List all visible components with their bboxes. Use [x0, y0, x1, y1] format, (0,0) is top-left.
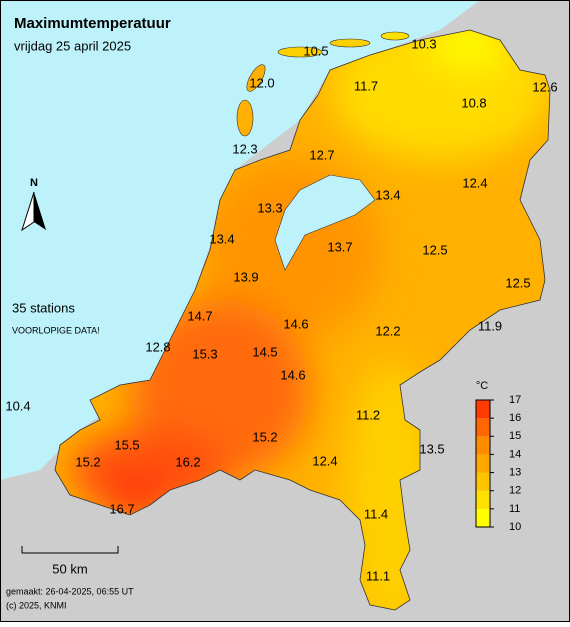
station-value: 11.1 [366, 568, 390, 583]
station-value: 15.2 [75, 454, 100, 469]
station-value: 11.7 [354, 78, 378, 93]
legend-swatch [476, 472, 490, 491]
station-value: 14.5 [252, 344, 277, 359]
legend-swatch [476, 400, 490, 419]
legend-tick-label: 10 [509, 521, 521, 533]
legend-tick-label: 11 [509, 503, 520, 515]
station-value: 12.6 [532, 79, 557, 94]
station-value: 12.0 [249, 75, 274, 90]
station-value: 13.4 [375, 187, 400, 202]
station-value: 15.2 [252, 429, 277, 444]
station-value: 14.7 [187, 308, 212, 323]
station-value: 12.3 [232, 141, 257, 156]
legend-tick-label: 13 [509, 466, 521, 478]
legend-swatch [476, 508, 490, 527]
legend-tick-label: 15 [509, 430, 521, 442]
made: gemaakt: 26-04-2025, 06:55 UT [6, 586, 134, 596]
station-value: 12.2 [375, 323, 400, 338]
legend-tick-label: 12 [509, 485, 521, 497]
scale-bar [21, 546, 119, 554]
station-value: 10.8 [461, 95, 486, 110]
station-value: 11.9 [478, 318, 502, 333]
station-value: 13.9 [233, 269, 258, 284]
legend-tick-label: 16 [509, 412, 521, 424]
legend-unit: °C [476, 380, 488, 392]
station-value: 11.4 [364, 506, 388, 521]
ijsselmeer [274, 174, 376, 271]
subtitle: vrijdag 25 april 2025 [14, 38, 131, 53]
copyright: (c) 2025, KNMI [6, 600, 67, 610]
station-value: 13.4 [209, 231, 234, 246]
station-value: 16.7 [109, 501, 134, 516]
station-value: 13.7 [327, 239, 352, 254]
station-value: 10.4 [5, 398, 30, 413]
station-count: 35 stations [12, 300, 75, 315]
scale-label: 50 km [52, 561, 87, 576]
station-value: 12.8 [145, 339, 170, 354]
station-value: 12.4 [312, 453, 337, 468]
station-value: 14.6 [280, 367, 305, 382]
station-value: 12.4 [462, 175, 487, 190]
station-value: 10.3 [411, 36, 436, 51]
title: Maximumtemperatuur [14, 15, 171, 32]
station-value: 12.5 [422, 242, 447, 257]
legend-swatch [476, 490, 490, 509]
legend-frame [475, 399, 491, 528]
station-value: 15.3 [192, 346, 217, 361]
station-value: 16.2 [175, 454, 200, 469]
north-label: N [30, 177, 38, 189]
station-value: 14.6 [283, 316, 308, 331]
notice: VOORLOPIGE DATA! [12, 325, 100, 335]
legend-swatch [476, 436, 490, 455]
station-value: 11.2 [356, 407, 380, 422]
station-value: 13.5 [419, 441, 444, 456]
legend-swatch [476, 418, 490, 437]
legend-swatch [476, 454, 490, 473]
legend: 10 11 12 13 14 15 16 17 [475, 394, 521, 533]
legend-tick-label: 14 [509, 448, 521, 460]
station-value: 12.7 [309, 147, 334, 162]
north-arrow [34, 192, 46, 230]
station-value: 15.5 [114, 437, 139, 452]
islands [236, 31, 410, 137]
station-value: 10.5 [303, 43, 328, 58]
stations: 10.5 10.3 12.0 11.7 10.8 12.6 12.3 12.7 13.4 12.4… [5, 36, 557, 583]
legend-tick-label: 17 [509, 394, 521, 406]
station-value: 13.3 [257, 200, 282, 215]
station-value: 12.5 [505, 275, 530, 290]
sea [0, 0, 480, 480]
